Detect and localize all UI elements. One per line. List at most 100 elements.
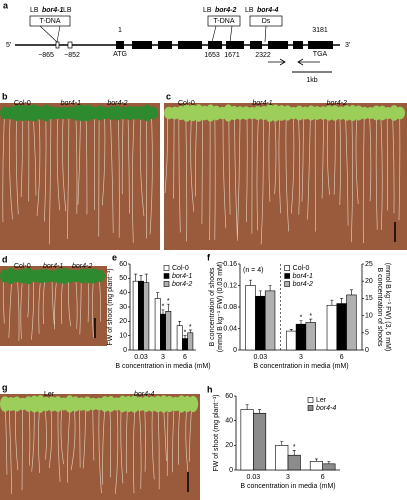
exon bbox=[250, 41, 262, 49]
root bbox=[209, 114, 211, 241]
root bbox=[66, 114, 70, 239]
root bbox=[75, 277, 78, 329]
root bbox=[115, 405, 119, 494]
root bbox=[380, 114, 383, 230]
five-prime: 5' bbox=[6, 42, 11, 49]
y2-tick-label: 5 bbox=[365, 330, 369, 337]
exon bbox=[308, 41, 333, 49]
genotype-label: Col-0 bbox=[178, 100, 195, 107]
bar bbox=[240, 409, 254, 471]
root bbox=[60, 405, 64, 465]
bar bbox=[245, 285, 256, 351]
y-label: FW of shoot (mg plant⁻¹) bbox=[107, 268, 114, 345]
y2-tick-label: 25 bbox=[365, 261, 373, 268]
root bbox=[228, 114, 231, 215]
error-bar bbox=[245, 404, 249, 410]
root bbox=[375, 114, 378, 230]
root bbox=[125, 405, 128, 474]
root bbox=[190, 114, 195, 212]
significance: * bbox=[300, 315, 303, 322]
connector bbox=[39, 25, 58, 43]
legend-swatch bbox=[284, 273, 290, 279]
root bbox=[222, 114, 227, 229]
genotype-label: bor4-4 bbox=[134, 391, 154, 398]
root bbox=[21, 405, 24, 491]
root bbox=[79, 405, 81, 468]
root bbox=[245, 114, 248, 222]
bar bbox=[275, 445, 289, 471]
genotype-label: Col-0 bbox=[14, 263, 31, 270]
root bbox=[398, 114, 401, 221]
y-tick-label: 0 bbox=[233, 347, 237, 354]
exon bbox=[226, 41, 244, 49]
error-bar bbox=[166, 303, 170, 312]
primer-arrows bbox=[268, 58, 320, 66]
root bbox=[362, 114, 365, 244]
root bbox=[20, 114, 24, 197]
bar bbox=[326, 304, 338, 351]
insert-label: T-DNA bbox=[40, 18, 61, 25]
bar bbox=[322, 463, 336, 471]
insert bbox=[29, 15, 71, 27]
root bbox=[268, 114, 271, 202]
root bbox=[301, 114, 304, 202]
root bbox=[132, 405, 136, 494]
x-tick-label: 6 bbox=[183, 354, 187, 361]
shoot bbox=[95, 269, 106, 283]
root bbox=[2, 114, 5, 223]
legend-label: bor4-2 bbox=[172, 281, 192, 288]
genotype-label: bor4-1 bbox=[43, 263, 63, 270]
root bbox=[144, 405, 146, 472]
root bbox=[102, 405, 106, 485]
lb: LB bbox=[245, 7, 254, 14]
x-tick-label: 0.03 bbox=[134, 354, 148, 361]
panel-label: g bbox=[2, 382, 8, 392]
root bbox=[127, 114, 130, 214]
root bbox=[101, 114, 106, 206]
root bbox=[321, 114, 325, 199]
bar bbox=[143, 282, 150, 351]
shoot bbox=[395, 106, 406, 120]
significance: * bbox=[309, 313, 312, 320]
bar bbox=[132, 280, 139, 351]
significance: * bbox=[184, 330, 187, 337]
x-tick-label: 3 bbox=[299, 354, 303, 361]
root bbox=[56, 114, 60, 211]
root bbox=[369, 114, 372, 202]
root bbox=[339, 114, 341, 206]
bar bbox=[286, 330, 297, 351]
legend-swatch bbox=[163, 273, 170, 279]
y-tick-label: 0 bbox=[123, 347, 127, 354]
legend-swatch bbox=[307, 405, 314, 411]
root bbox=[173, 114, 175, 199]
root bbox=[98, 405, 102, 494]
root bbox=[92, 405, 95, 461]
y-tick-label: 0.04 bbox=[223, 325, 237, 332]
legend-label: bor4-2 bbox=[293, 281, 313, 288]
insert-label: T-DNA bbox=[214, 18, 235, 25]
position: −852 bbox=[64, 52, 80, 59]
genotype-label: Col-0 bbox=[14, 100, 31, 107]
root bbox=[132, 114, 135, 243]
root bbox=[15, 114, 19, 215]
legend-label: bor4-1 bbox=[172, 273, 192, 280]
position: 1 bbox=[118, 27, 122, 34]
panel-label: e bbox=[112, 252, 117, 262]
legend-swatch bbox=[284, 265, 290, 271]
annotation: (n = 4) bbox=[243, 267, 263, 274]
root bbox=[85, 114, 88, 215]
bar bbox=[182, 338, 188, 351]
root bbox=[164, 114, 168, 194]
y-tick-label: 0.16 bbox=[223, 261, 237, 268]
bar bbox=[187, 332, 194, 351]
codon: ATG bbox=[113, 51, 127, 58]
bar bbox=[253, 412, 267, 471]
bar bbox=[336, 303, 347, 351]
error-bar bbox=[161, 309, 165, 315]
error-bar bbox=[309, 318, 313, 323]
allele: bor4-2 bbox=[215, 7, 237, 14]
exon bbox=[158, 41, 172, 49]
root bbox=[138, 405, 142, 489]
connector bbox=[211, 25, 217, 43]
